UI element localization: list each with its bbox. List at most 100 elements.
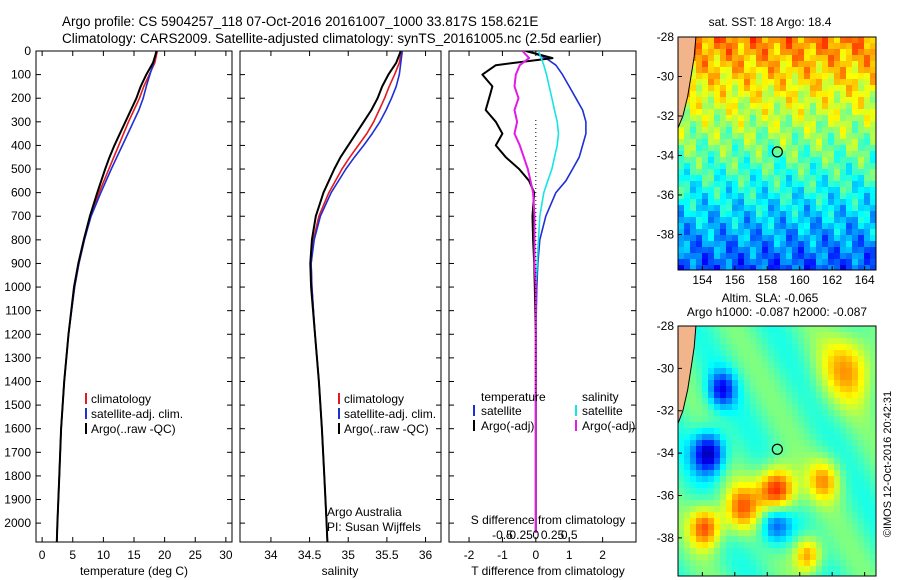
map-cell xyxy=(840,500,847,507)
map-cell xyxy=(774,127,781,134)
map-cell xyxy=(822,235,829,242)
map-cell xyxy=(780,398,787,405)
map-cell xyxy=(792,356,799,363)
map-cell xyxy=(684,241,691,248)
map-cell xyxy=(708,566,715,573)
map-cell xyxy=(774,506,781,513)
map-cell xyxy=(762,512,769,519)
map-cell xyxy=(858,229,865,236)
map-cell xyxy=(756,422,763,429)
map-cell xyxy=(696,109,703,116)
map-cell xyxy=(726,193,733,200)
map-cell xyxy=(702,121,709,128)
map-cell xyxy=(714,151,721,158)
map-cell xyxy=(702,193,709,200)
map-cell xyxy=(714,145,721,152)
map-y-tick-label: -32 xyxy=(657,404,675,418)
map-cell xyxy=(816,67,823,74)
map-cell xyxy=(870,572,876,576)
map-cell xyxy=(744,193,751,200)
map-cell xyxy=(834,344,841,351)
map-cell xyxy=(750,241,757,248)
map-cell xyxy=(768,410,775,417)
map-cell xyxy=(834,181,841,188)
map-cell xyxy=(726,151,733,158)
map-cell xyxy=(792,440,799,447)
map-cell xyxy=(792,235,799,242)
map-cell xyxy=(720,37,727,44)
map-cell xyxy=(738,157,745,164)
map-cell xyxy=(708,205,715,212)
map-cell xyxy=(792,55,799,62)
map-cell xyxy=(726,332,733,339)
map-cell xyxy=(804,199,811,206)
map-cell xyxy=(834,193,841,200)
map-cell xyxy=(684,392,691,399)
map-cell xyxy=(702,368,709,375)
map-cell xyxy=(750,139,757,146)
map-cell xyxy=(792,157,799,164)
map-cell xyxy=(864,175,871,182)
map-cell xyxy=(714,223,721,230)
map-cell xyxy=(774,560,781,567)
map-cell xyxy=(864,488,871,495)
map-cell xyxy=(840,127,847,134)
map-cell xyxy=(774,410,781,417)
map-cell xyxy=(738,380,745,387)
map-cell xyxy=(828,338,835,345)
map-cell xyxy=(828,458,835,465)
map-cell xyxy=(852,404,859,411)
map-cell xyxy=(744,380,751,387)
map-cell xyxy=(804,506,811,513)
map-cell xyxy=(738,548,745,555)
map-cell xyxy=(738,85,745,92)
temperature-axis: 0 5 10 15 20 25 30 xyxy=(39,51,233,562)
map-cell xyxy=(786,434,793,441)
map-cell xyxy=(720,344,727,351)
map-cell xyxy=(792,265,799,270)
map-cell xyxy=(840,193,847,200)
map-cell xyxy=(762,37,769,44)
map-cell xyxy=(696,530,703,537)
map-cell xyxy=(750,494,757,501)
map-cell xyxy=(810,572,817,576)
map-cell xyxy=(678,566,685,573)
map-cell xyxy=(720,560,727,567)
map-cell xyxy=(810,404,817,411)
map-cell xyxy=(852,392,859,399)
map-cell xyxy=(798,362,805,369)
map-cell xyxy=(852,163,859,170)
map-cell xyxy=(786,91,793,98)
map-cell xyxy=(696,139,703,146)
map-cell xyxy=(804,536,811,543)
map-cell xyxy=(792,187,799,194)
map-cell xyxy=(810,482,817,489)
map-cell xyxy=(852,362,859,369)
map-cell xyxy=(864,434,871,441)
map-cell xyxy=(720,470,727,477)
map-cell xyxy=(798,386,805,393)
map-cell xyxy=(744,338,751,345)
map-cell xyxy=(864,518,871,525)
map-cell xyxy=(696,392,703,399)
map-cell xyxy=(696,145,703,152)
map-cell xyxy=(810,368,817,375)
map-cell xyxy=(828,470,835,477)
map-cell xyxy=(852,326,859,333)
map-cell xyxy=(822,422,829,429)
map-cell xyxy=(756,97,763,104)
map-cell xyxy=(690,500,697,507)
map-cell xyxy=(858,476,865,483)
land-mass xyxy=(678,37,697,156)
map-cell xyxy=(852,97,859,104)
map-cell xyxy=(702,181,709,188)
map-cell xyxy=(870,67,876,74)
map-cell xyxy=(756,500,763,507)
map-cell xyxy=(708,530,715,537)
map-cell xyxy=(720,542,727,549)
map-cell xyxy=(786,247,793,254)
map-cell xyxy=(762,115,769,122)
map-cell xyxy=(816,380,823,387)
map-cell xyxy=(864,193,871,200)
map-cell xyxy=(762,67,769,74)
